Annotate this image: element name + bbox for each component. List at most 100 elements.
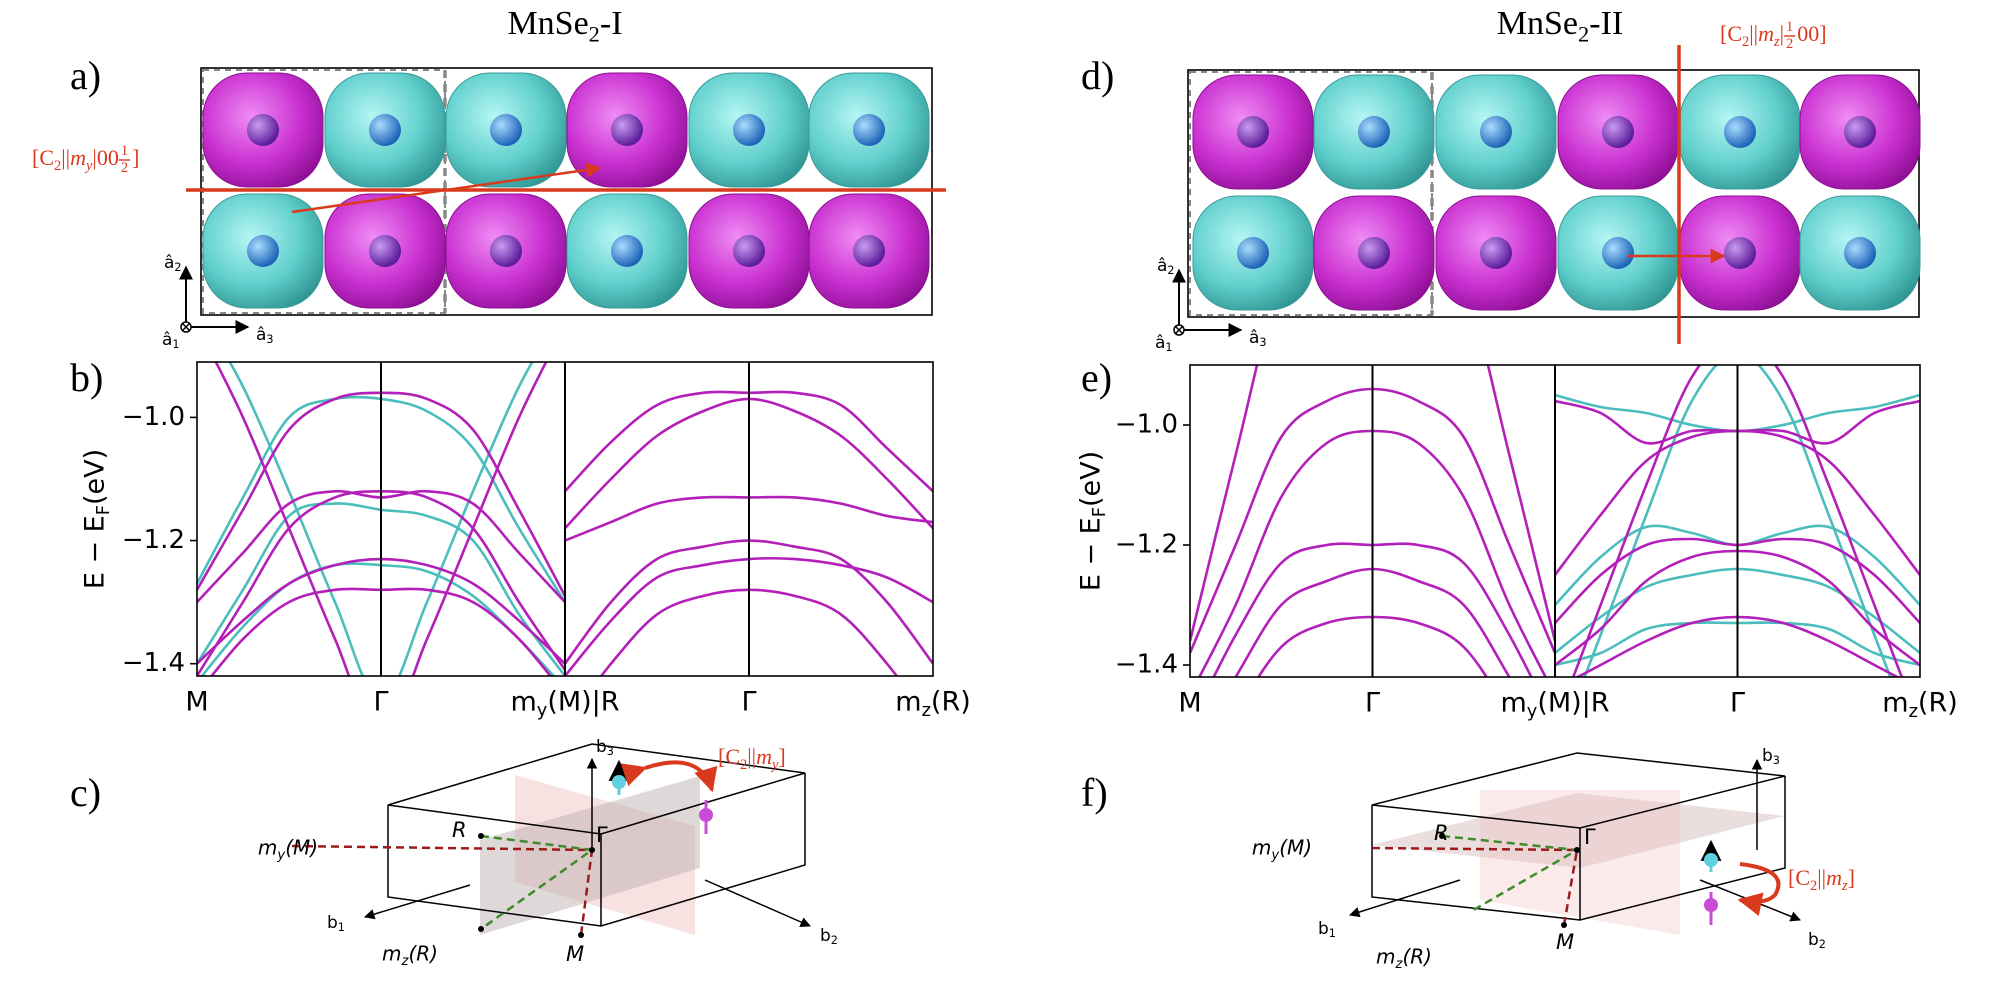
mn-atom — [1844, 237, 1876, 269]
band — [1583, 365, 1892, 677]
mn-atom — [1602, 237, 1634, 269]
text-part: z — [1395, 957, 1404, 972]
text-part: [C — [1788, 865, 1810, 890]
mn-atom — [853, 114, 885, 146]
band — [214, 362, 548, 676]
y-tick-label: −1.2 — [122, 525, 185, 555]
text-part: b — [820, 926, 831, 946]
mn-atom — [490, 114, 522, 146]
text-part: 2 — [1810, 878, 1817, 894]
y-tick-label: −1.4 — [1115, 650, 1178, 680]
rotation-label: [C 2 || m z] — [1788, 865, 1855, 894]
text-part: z — [1909, 701, 1918, 722]
text-part: 1 — [1165, 341, 1172, 354]
text-part: 3 — [1259, 336, 1266, 349]
text-part: Γ — [1365, 688, 1380, 719]
mn-atom — [733, 235, 765, 267]
text-part: b — [1808, 930, 1819, 950]
mn-atom — [1237, 116, 1269, 148]
text-part: m — [1826, 865, 1842, 890]
x-tick-label: Γ — [741, 687, 756, 718]
b1-arrow — [1348, 879, 1461, 918]
text-part: 3 — [1773, 754, 1780, 767]
spin — [1704, 853, 1718, 867]
mn-atom — [247, 114, 279, 146]
k-label: R — [452, 818, 467, 842]
text-part: || — [1749, 21, 1758, 46]
y-axis-label: E − EF (eV) — [80, 449, 115, 589]
text-part: Γ — [741, 687, 756, 718]
text-part: 2 — [589, 21, 600, 46]
k-label: m z (R) — [382, 942, 438, 970]
b1-arrow — [363, 884, 471, 920]
text-part: 2 — [1786, 36, 1793, 52]
unit-cell — [1189, 71, 1433, 316]
x-tick-label: m y (M)|R — [510, 687, 619, 722]
text-part: â — [1155, 333, 1165, 353]
text-part: ] — [1848, 865, 1855, 890]
text-part: â — [164, 253, 174, 273]
text-part: Γ — [1730, 688, 1745, 719]
text-part: y — [84, 158, 93, 174]
text-part: E − E — [80, 515, 111, 589]
y-axis-label: E − EF (eV) — [1076, 451, 1111, 591]
mn-atom — [1358, 237, 1390, 269]
mn-atom — [611, 114, 643, 146]
k-label: M — [1556, 930, 1574, 954]
text-part: m — [1252, 836, 1271, 860]
text-part: (M)|R — [547, 687, 619, 718]
text-part: b — [1318, 919, 1329, 939]
spin — [1704, 898, 1718, 912]
text-part: 1 — [1786, 19, 1793, 35]
rotation-label: [C 2 || m y] — [718, 744, 786, 773]
rotation-arrow — [620, 760, 718, 793]
panel-label: e) — [1081, 355, 1112, 400]
panel-title: MnSe 2 -I — [507, 5, 622, 47]
text-part: Γ — [373, 687, 388, 718]
text-part: F — [1089, 507, 1110, 517]
text-part: m — [258, 836, 277, 860]
text-part: 1 — [121, 143, 128, 159]
mn-atom — [733, 114, 765, 146]
k-points — [478, 833, 595, 938]
mn-atom — [247, 235, 279, 267]
x-tick-label: m z (R) — [895, 687, 971, 722]
text-part: -II — [1589, 5, 1623, 42]
band — [228, 362, 534, 676]
text-part: (R) — [1402, 945, 1432, 969]
y-tick-label: −1.0 — [1115, 410, 1178, 440]
text-part: 2 — [54, 158, 61, 174]
k-label: m y (M) — [258, 836, 318, 864]
text-part: [C — [718, 744, 740, 769]
text-part: 2 — [121, 160, 128, 176]
x-tick-label: m y (M)|R — [1500, 688, 1609, 723]
text-part: -I — [600, 5, 623, 42]
text-part: y — [1527, 701, 1538, 722]
x-tick-label: m z (R) — [1882, 688, 1958, 723]
mn-atom — [1724, 116, 1756, 148]
text-part: (R) — [1918, 688, 1958, 719]
mn-atom — [611, 235, 643, 267]
text-part: | — [1780, 21, 1784, 46]
text-part: m — [895, 687, 921, 718]
text-part: m — [70, 145, 86, 170]
mn-atom — [1724, 237, 1756, 269]
text-part: â — [1249, 328, 1259, 348]
rotation-arrow — [1737, 862, 1781, 916]
text-part: y — [537, 700, 548, 721]
text-part: m — [1758, 21, 1774, 46]
text-part: 2 — [1819, 938, 1826, 951]
text-part: m — [382, 942, 401, 966]
text-part: E − E — [1076, 517, 1107, 591]
y-tick-label: −1.0 — [122, 402, 185, 432]
text-part: 2 — [174, 261, 181, 274]
text-part: y — [770, 757, 779, 773]
k-label: m y (M) — [1252, 836, 1312, 864]
k-points — [1439, 833, 1580, 928]
